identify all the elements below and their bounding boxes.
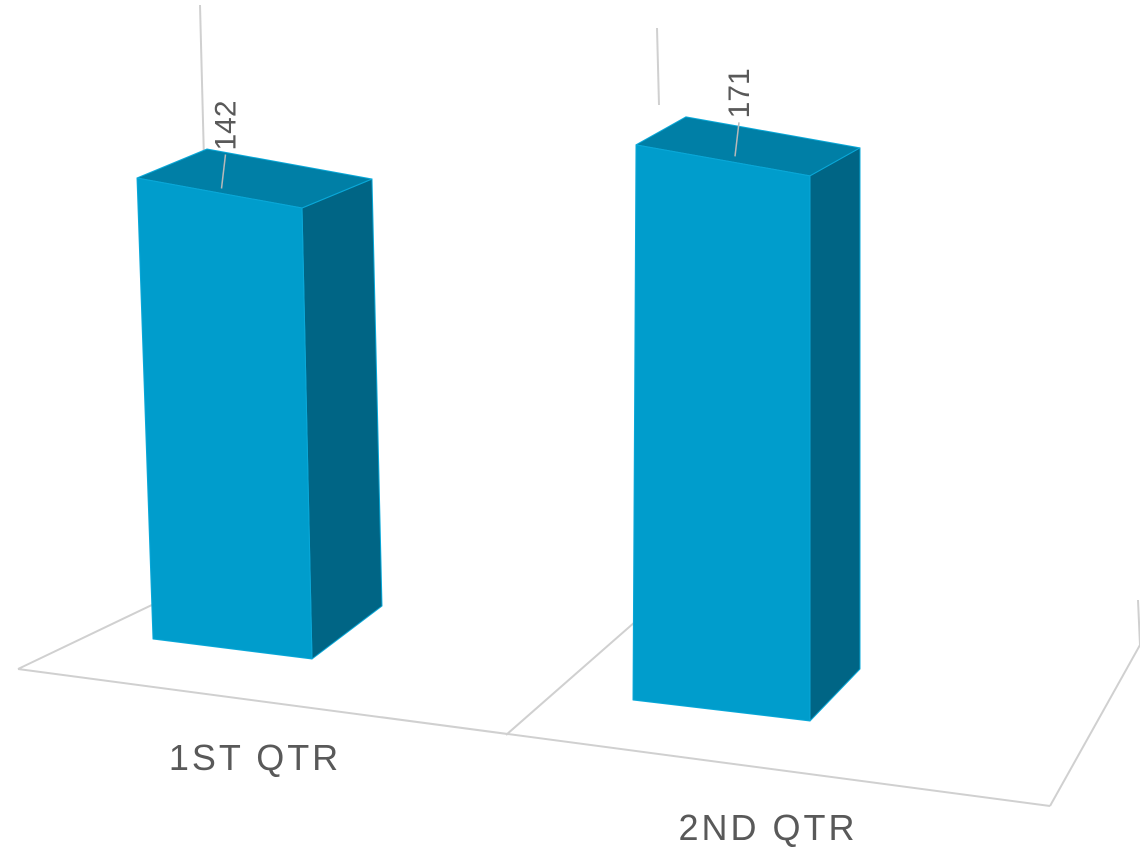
bar-2-front-face <box>632 144 811 722</box>
bar-2: 171 <box>632 68 861 722</box>
bar-1: 142 <box>136 100 383 660</box>
x-tick-label-2nd-qtr: 2ND QTR <box>678 807 857 847</box>
chart-floor <box>17 4 1140 807</box>
data-label-leader-1 <box>220 154 227 189</box>
bar-1-side-face <box>301 178 383 660</box>
tick-labels: 1ST QTR 2ND QTR <box>169 737 857 847</box>
data-label-1: 142 <box>210 100 243 150</box>
bar-2-side-face <box>809 147 861 722</box>
data-label-2: 171 <box>723 68 756 118</box>
bar-series: 142 171 <box>136 68 861 722</box>
data-label-leader-2 <box>734 122 740 157</box>
floor-front-edge <box>17 668 1051 807</box>
floor-right-edge <box>1049 644 1140 807</box>
bar-1-front-face <box>136 177 313 660</box>
back-wall-edge-left <box>199 4 205 161</box>
back-wall-edge-mid <box>656 27 660 106</box>
x-tick-label-1st-qtr: 1ST QTR <box>169 737 341 778</box>
